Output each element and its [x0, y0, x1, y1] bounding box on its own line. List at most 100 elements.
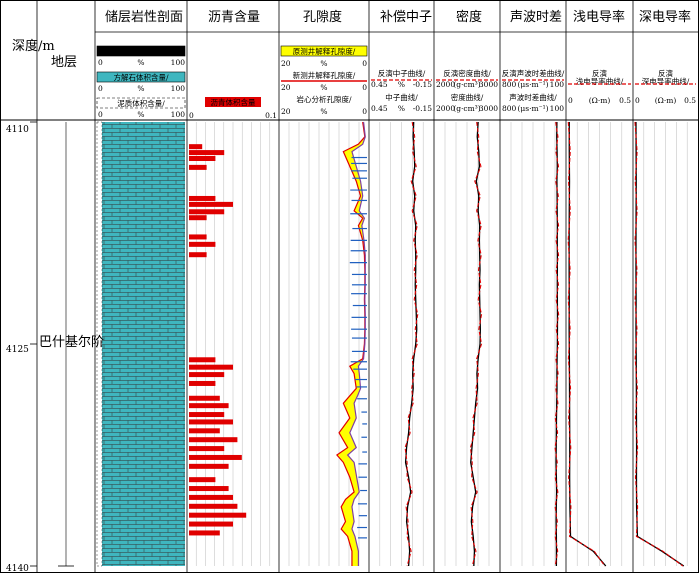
- lithology-legend-swatch: [96, 45, 186, 57]
- lithology-legend-label: 沥青体积含量/: [117, 46, 165, 56]
- asphalt-bar: [189, 209, 225, 215]
- shallow-legend-label: 浅电导率曲线/: [576, 76, 624, 86]
- asphalt-bar: [189, 412, 225, 418]
- neutron-legend-max: -0.15: [413, 80, 432, 89]
- sonic-inverted-curve: [554, 121, 560, 567]
- asphalt-bar: [189, 530, 220, 536]
- porosity-legend-max: 0: [362, 83, 367, 92]
- asphalt-bar: [189, 252, 207, 258]
- asphalt-legend-swatch: [205, 97, 261, 107]
- deep-legend-label: 反演: [658, 68, 673, 78]
- lithology-legend-min: 0: [98, 58, 103, 67]
- density-inverted-curve: [469, 121, 483, 567]
- porosity-old-curve: [346, 121, 366, 566]
- asphalt-bar: [189, 357, 216, 363]
- sonic-measured-curve: [555, 121, 559, 567]
- asphalt-bar: [189, 144, 203, 150]
- porosity-difference-fill: [336, 122, 366, 566]
- lithology-column-header: 储层岩性剖面: [105, 10, 183, 25]
- neutron-legend-min: 0.45: [371, 104, 388, 113]
- asphalt-legend-label: 沥青体积含量: [211, 97, 256, 107]
- asphalt-bar: [189, 521, 233, 527]
- deep-legend-label: 深电导率曲线/: [642, 76, 690, 86]
- lithology-legend-unit: %: [137, 58, 144, 67]
- deep-conductivity-measured-curve: [635, 121, 685, 567]
- asphalt-bar: [189, 201, 233, 207]
- porosity-column-header: 孔隙度: [303, 9, 342, 25]
- lithology-legend-min: 0: [98, 84, 103, 93]
- porosity-legend-max: 0: [362, 59, 367, 68]
- lithology-legend-max: 100: [171, 110, 186, 119]
- asphalt-bar: [189, 195, 216, 201]
- shallow-legend-max: 0.5: [619, 96, 631, 105]
- lithology-legend-min: 0: [98, 110, 103, 119]
- depth-tick-4125: 4125: [6, 345, 29, 355]
- depth-tick-4110: 4110: [6, 125, 29, 135]
- sonic-legend-unit: (μs·m⁻¹): [517, 104, 548, 113]
- porosity-legend-max: 0: [362, 107, 367, 116]
- density-legend-max: 3000: [479, 104, 498, 113]
- asphalt-bar: [189, 215, 207, 221]
- porosity-legend-swatch: [280, 45, 368, 57]
- asphalt-bar: [189, 380, 216, 386]
- neutron-legend-max: -0.15: [413, 104, 432, 113]
- density-column-header: 密度: [456, 9, 482, 25]
- asphalt-bar: [189, 164, 207, 170]
- sonic-column-header: 声波时差: [510, 10, 562, 25]
- formation-column-header: 地层: [51, 55, 77, 70]
- neutron-legend-label: 反演中子曲线/: [378, 68, 426, 78]
- lithology-shale-strip: [96, 121, 103, 567]
- porosity-legend-min: 20: [281, 59, 291, 68]
- lithology-legend-unit: %: [137, 110, 144, 119]
- porosity-legend-unit: %: [320, 83, 327, 92]
- lithology-limestone-fill: [97, 122, 185, 566]
- density-legend-unit: (g·cm³): [453, 104, 480, 113]
- asphalt-bar: [189, 503, 238, 509]
- porosity-legend-label: 原测井解释孔隙度/: [293, 46, 356, 56]
- neutron-legend-min: 0.45: [371, 80, 388, 89]
- porosity-legend-unit: %: [320, 59, 327, 68]
- asphalt-bar: [189, 234, 207, 240]
- density-legend-min: 2000: [436, 104, 455, 113]
- asphalt-legend-max: 0.1: [265, 111, 277, 120]
- neutron-column-header: 补偿中子: [380, 10, 432, 25]
- density-legend-min: 2000: [436, 80, 455, 89]
- sonic-legend-max: 100: [550, 104, 565, 113]
- deep-legend-unit: (Ω·m): [655, 96, 677, 105]
- lithology-legend-label: 泥质体积含量/: [117, 98, 165, 108]
- asphalt-bar: [189, 364, 233, 370]
- sonic-legend-label: 反演声波时差曲线/: [502, 68, 565, 78]
- porosity-legend-label: 新测井解释孔隙度/: [293, 70, 356, 80]
- density-measured-curve: [470, 121, 481, 567]
- asphalt-bar: [189, 403, 229, 409]
- neutron-measured-curve: [404, 121, 418, 567]
- deep-conductivity-column-header: 深电导率: [639, 9, 691, 25]
- asphalt-bar: [189, 494, 233, 500]
- density-legend-label: 反演密度曲线/: [443, 68, 491, 78]
- asphalt-bar: [189, 419, 233, 425]
- porosity-legend-min: 20: [281, 107, 291, 116]
- neutron-legend-unit: %: [398, 80, 405, 89]
- lithology-legend-swatch: [96, 71, 186, 83]
- lithology-legend-swatch: [96, 97, 186, 109]
- shallow-legend-label: 反演: [592, 68, 607, 78]
- asphalt-bar: [189, 372, 225, 378]
- asphalt-bar: [189, 395, 220, 401]
- asphalt-bar: [189, 428, 220, 434]
- asphalt-column-header: 沥青含量: [208, 9, 260, 25]
- sonic-legend-min: 800: [502, 104, 517, 113]
- asphalt-bar: [189, 486, 229, 492]
- formation-name: 巴什基尔阶: [39, 335, 104, 350]
- shallow-conductivity-measured-curve: [568, 122, 607, 567]
- deep-legend-max: 0.5: [684, 96, 696, 105]
- density-legend-max: 3000: [479, 80, 498, 89]
- asphalt-bar: [189, 156, 216, 161]
- sonic-legend-label: 声波时差曲线/: [509, 92, 557, 102]
- lithology-legend-unit: %: [137, 84, 144, 93]
- lithology-legend-max: 100: [171, 58, 186, 67]
- asphalt-legend-min: 0: [189, 111, 194, 120]
- asphalt-bar: [189, 454, 242, 460]
- asphalt-bar: [189, 446, 225, 452]
